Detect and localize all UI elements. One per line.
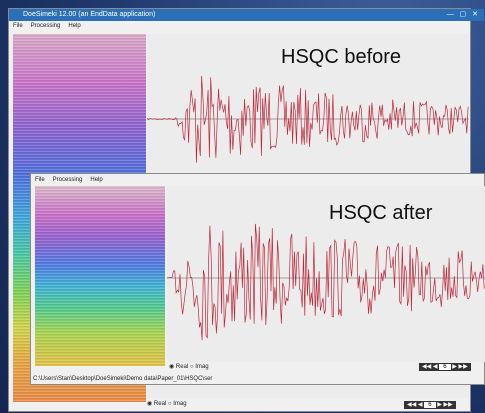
file-path: C:\Users\Stan\Desktop\DoeSimeki\Demo dat…	[33, 376, 213, 382]
page-number: 6	[424, 402, 436, 408]
signal	[147, 75, 469, 163]
view-toggle: ◉ Real ○ Imag	[169, 363, 209, 372]
plot-label: HSQC before	[281, 46, 402, 68]
spectrum-map	[35, 186, 165, 366]
window-controls[interactable]: — ▢ ✕	[446, 11, 478, 18]
window-title: DoeSimeki 12.00 (an EndData application)	[23, 11, 156, 18]
menu-item[interactable]: File	[35, 177, 45, 183]
menu-item[interactable]: Processing	[30, 23, 61, 29]
radio-real[interactable]: ◉ Real	[147, 401, 167, 407]
menu-item[interactable]: Help	[90, 177, 103, 183]
view-toggle: ◉ Real ○ Imag	[147, 400, 187, 409]
radio-label: Imag	[195, 364, 209, 370]
radio-label: Real	[175, 364, 189, 370]
menu-bar: File Processing Help	[31, 176, 107, 185]
page-nav[interactable]: ◀◀ ◀ 6 ▶ ▶▶	[419, 363, 471, 371]
fid-plot: HSQC after	[167, 186, 485, 362]
page-number: 6	[439, 364, 451, 370]
menu-item[interactable]: File	[13, 23, 23, 29]
radio-imag[interactable]: ○ Imag	[189, 364, 209, 370]
title-bar: DoeSimeki 12.00 (an EndData application)…	[9, 9, 484, 21]
radio-label: Imag	[173, 401, 187, 407]
menu-item[interactable]: Help	[68, 23, 81, 29]
plot-label: HSQC after	[329, 202, 433, 224]
fid-trace	[167, 223, 485, 341]
fid-trace	[147, 75, 469, 163]
menu-item[interactable]: Processing	[52, 177, 83, 183]
signal	[167, 223, 485, 341]
page-nav[interactable]: ◀◀ ◀ 6 ▶ ▶▶	[404, 401, 456, 409]
radio-imag[interactable]: ○ Imag	[167, 401, 187, 407]
menu-bar: File Processing Help	[9, 22, 85, 31]
radio-real[interactable]: ◉ Real	[169, 364, 189, 370]
window-after: File Processing Help HSQC after ◉ Real ○ I…	[30, 173, 485, 385]
radio-label: Real	[153, 401, 167, 407]
